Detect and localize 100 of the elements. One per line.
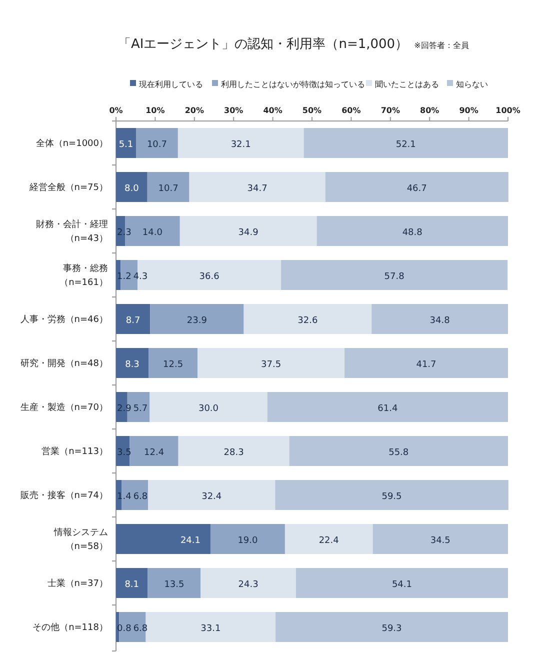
data-label: 22.4 [318, 536, 340, 546]
data-label: 61.4 [378, 404, 398, 414]
data-label: 8.3 [125, 360, 140, 370]
bar [130, 436, 178, 466]
bar [296, 568, 508, 598]
bar [200, 568, 296, 598]
x-tick-label: 10% [146, 106, 165, 115]
x-tick-label: 70% [380, 106, 400, 115]
bar [136, 128, 178, 158]
bar [289, 436, 508, 466]
bar [180, 216, 317, 246]
legend-label: 知らない [456, 80, 488, 89]
data-label: 54.1 [392, 580, 412, 590]
data-label: 55.8 [388, 448, 409, 458]
x-tick-label: 40% [263, 106, 282, 115]
bar [316, 216, 508, 246]
data-label: 10.7 [158, 184, 178, 194]
bar [147, 172, 190, 202]
x-tick-label: 100% [496, 106, 520, 115]
data-label: 34.9 [238, 228, 259, 238]
x-tick-label: 20% [184, 106, 204, 115]
data-label: 34.5 [430, 536, 450, 546]
y-tick-label: 情報システム（n=58） [53, 527, 108, 552]
bar [148, 480, 276, 510]
data-label: 24.3 [238, 580, 258, 590]
y-tick-label: 事務・総務（n=161） [60, 263, 108, 288]
data-label: 14.0 [142, 228, 163, 238]
data-label: 12.5 [163, 360, 184, 370]
bar [210, 524, 285, 554]
x-tick-label: 80% [420, 106, 440, 115]
bar [344, 348, 508, 378]
data-label: 4.3 [133, 272, 148, 282]
data-label: 10.7 [146, 140, 167, 150]
x-tick-label: 60% [342, 106, 361, 115]
bar [116, 348, 149, 378]
data-label: 32.1 [230, 140, 251, 150]
bar [150, 392, 268, 422]
bar [150, 304, 244, 334]
legend-label: 聞いたことはある [375, 80, 439, 89]
data-label: 1.4 [117, 492, 132, 502]
y-tick-label: 生産・製造（n=70） [20, 402, 108, 413]
bar [244, 304, 372, 334]
bar [148, 348, 198, 378]
data-label: 33.1 [200, 624, 221, 634]
bar [146, 612, 276, 642]
bar [189, 172, 326, 202]
data-label: 6.8 [133, 492, 148, 502]
data-label: 30.0 [198, 404, 219, 414]
bar [148, 568, 201, 598]
bar [116, 172, 148, 202]
data-label: 34.7 [247, 184, 268, 194]
bar [116, 128, 136, 158]
bar [304, 128, 508, 158]
data-label: 59.3 [382, 624, 402, 634]
y-tick-label: 販売・接客（n=74） [20, 490, 108, 501]
data-label: 48.8 [402, 228, 423, 238]
data-label: 12.4 [144, 448, 164, 458]
data-label: 32.4 [202, 492, 222, 502]
data-label: 28.3 [224, 448, 244, 458]
y-tick-label: 財務・会計・経理（n=43） [36, 219, 108, 244]
data-label: 59.5 [382, 492, 402, 502]
data-label: 8.1 [124, 580, 140, 590]
data-label: 34.8 [430, 316, 450, 326]
x-tick-label: 50% [302, 106, 322, 115]
y-tick-label: 研究・開発（n=48） [20, 358, 108, 369]
data-label: 37.5 [261, 360, 282, 370]
legend-label: 現在利用している [139, 80, 203, 89]
bar [281, 260, 508, 290]
data-label: 0.8 [117, 624, 132, 634]
data-label: 52.1 [396, 140, 416, 150]
data-label: 5.7 [133, 404, 148, 414]
bar [116, 524, 210, 554]
chart-title: 「AIエージェント」の認知・利用率（n=1,000） [118, 36, 408, 52]
bar [198, 348, 345, 378]
y-tick-label: 営業（n=113） [42, 446, 108, 457]
y-tick-label: 全体（n=1000） [36, 138, 108, 149]
y-tick-label: 士業（n=37） [47, 578, 108, 589]
x-tick-label: 30% [224, 106, 244, 115]
bar [284, 524, 373, 554]
y-tick-label: 人事・労務（n=46） [20, 314, 108, 325]
data-label: 24.1 [180, 536, 200, 546]
bar [267, 392, 508, 422]
data-label: 13.5 [164, 580, 184, 590]
data-label: 8.0 [124, 184, 140, 194]
bar [372, 524, 508, 554]
data-label: 36.6 [199, 272, 220, 282]
bar [116, 568, 148, 598]
bar [275, 480, 508, 510]
data-label: 5.1 [118, 140, 134, 150]
chart-subtitle: ※回答者：全員 [414, 41, 469, 50]
data-label: 8.7 [126, 316, 140, 326]
bar [276, 612, 508, 642]
data-label: 23.9 [186, 316, 208, 326]
bar [325, 172, 508, 202]
legend-label: 利用したことはないが特徴は知っている [221, 80, 365, 89]
y-tick-label: 経営全般（n=75） [28, 182, 108, 193]
data-label: 1.2 [117, 272, 132, 282]
bar [116, 304, 150, 334]
data-label: 19.0 [238, 536, 258, 546]
x-tick-label: 0% [109, 106, 123, 115]
